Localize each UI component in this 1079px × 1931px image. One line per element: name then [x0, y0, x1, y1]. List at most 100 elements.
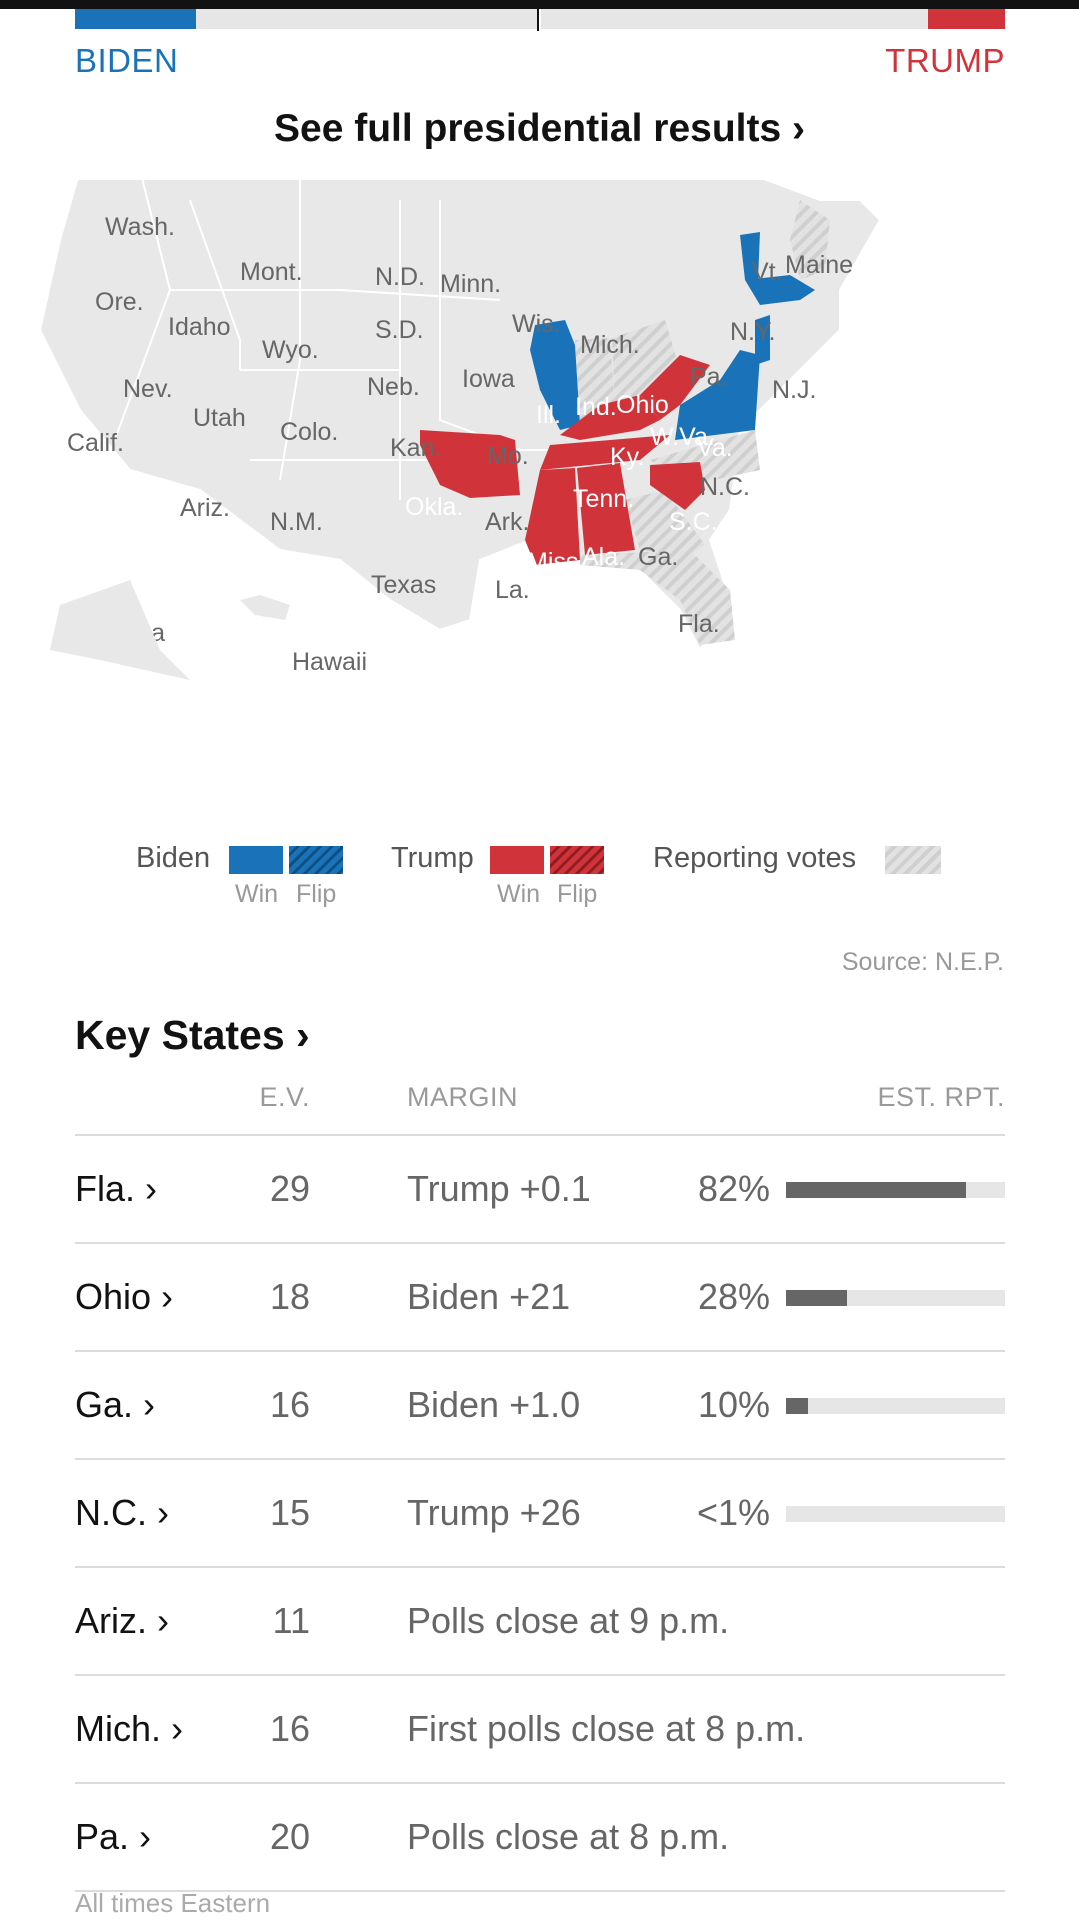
- reporting-bar: [786, 1290, 1005, 1306]
- legend-reporting-label: Reporting votes: [653, 842, 857, 874]
- ev-value: 29: [269, 1168, 310, 1209]
- table-row[interactable]: N.C. › 15 Trump +26 <1%: [0, 1460, 1079, 1568]
- state-link[interactable]: Ariz. ›: [75, 1600, 169, 1641]
- table-row[interactable]: Fla. › 29 Trump +0.1 82%: [0, 1136, 1079, 1244]
- map-label-okla: Okla.: [405, 493, 463, 521]
- table-row[interactable]: Ohio › 18 Biden +21 28%: [0, 1244, 1079, 1352]
- map-label-utah: Utah: [193, 404, 246, 432]
- ev-value: 16: [269, 1708, 310, 1749]
- map-label-pa: Pa.: [690, 363, 728, 391]
- state-sc[interactable]: [650, 462, 705, 510]
- legend-biden-label: Biden: [136, 842, 211, 874]
- margin-text: Trump +0.1: [407, 1168, 591, 1209]
- state-ny[interactable]: [745, 275, 815, 305]
- reporting-pct: <1%: [696, 1492, 770, 1533]
- legend-reporting-swatch: [885, 846, 941, 874]
- state-okla[interactable]: [420, 430, 520, 498]
- state-ind[interactable]: [575, 338, 615, 425]
- times-footnote: All times Eastern: [75, 1888, 271, 1918]
- state-ohio[interactable]: [612, 320, 680, 410]
- state-link[interactable]: Mich. ›: [75, 1708, 183, 1749]
- reporting-bar: [786, 1398, 1005, 1414]
- full-results-link[interactable]: See full presidential results ›: [274, 107, 805, 150]
- reporting-bar: [786, 1506, 1005, 1522]
- reporting-pct: 28%: [697, 1276, 770, 1317]
- state-fla[interactable]: [580, 550, 735, 645]
- state-va[interactable]: [675, 350, 760, 440]
- state-tenn[interactable]: [540, 435, 670, 470]
- state-vt[interactable]: [740, 232, 760, 280]
- state-ill[interactable]: [530, 320, 580, 430]
- map-label-miss: Miss.: [527, 548, 585, 576]
- map-label-ark: Ark.: [485, 508, 529, 536]
- midline-gap: [538, 9, 541, 29]
- map-label-wyo: Wyo.: [262, 336, 319, 364]
- table-rule: [75, 1566, 1005, 1568]
- state-ky[interactable]: [560, 395, 660, 440]
- state-hawaii[interactable]: [240, 595, 290, 620]
- source-note: Source: N.E.P.: [841, 948, 1004, 976]
- state-link[interactable]: Ga. ›: [75, 1384, 156, 1425]
- reporting-bar-fill: [786, 1290, 848, 1306]
- map-label-sc: S.C.: [669, 508, 718, 536]
- table-rule: [75, 1674, 1005, 1676]
- table-rule: [75, 1350, 1005, 1352]
- state-maine[interactable]: [790, 200, 830, 280]
- key-states-title[interactable]: Key States ›: [75, 1012, 310, 1058]
- reporting-bar-fill: [786, 1398, 808, 1414]
- col-header-ev: E.V.: [259, 1082, 310, 1112]
- biden-label: BIDEN: [75, 42, 179, 79]
- table-rule: [75, 1890, 1005, 1892]
- table-row[interactable]: Pa. › 20 Polls close at 8 p.m.: [0, 1784, 1079, 1892]
- legend-biden-flip-swatch: [289, 846, 343, 874]
- us-results-map[interactable]: Wash. Mont. N.D. Minn. Vt. Maine Ore. Id…: [40, 180, 1040, 810]
- legend-trump-win-text: Win: [497, 880, 541, 908]
- table-rule: [75, 1242, 1005, 1244]
- map-label-mich: Mich.: [580, 331, 640, 359]
- map-label-wash: Wash.: [105, 213, 175, 241]
- ev-value: 11: [272, 1600, 310, 1641]
- map-label-sd: S.D.: [375, 316, 424, 344]
- table-rule: [75, 1134, 1005, 1136]
- map-label-fla: Fla.: [678, 610, 720, 638]
- legend-biden-win-text: Win: [235, 880, 279, 908]
- state-alaska[interactable]: [50, 580, 190, 680]
- map-label-idaho: Idaho: [168, 313, 231, 341]
- margin-text: Trump +26: [407, 1492, 581, 1533]
- map-label-nev: Nev.: [123, 375, 173, 403]
- map-label-wva: W.Va.: [650, 423, 715, 451]
- margin-text: Biden +1.0: [407, 1384, 581, 1425]
- margin-text: Biden +21: [407, 1276, 571, 1317]
- map-label-ind: Ind.: [575, 393, 617, 421]
- state-link[interactable]: Ohio ›: [75, 1276, 174, 1317]
- map-label-nj: N.J.: [772, 376, 816, 404]
- 270-midline: [537, 7, 539, 31]
- table-rule: [75, 1458, 1005, 1460]
- col-header-rpt: EST. RPT.: [877, 1082, 1005, 1112]
- state-miss[interactable]: [525, 468, 580, 565]
- state-link[interactable]: Pa. ›: [75, 1816, 152, 1857]
- state-ala[interactable]: [577, 463, 635, 555]
- reporting-bar-fill: [786, 1182, 966, 1198]
- reporting-pct: 82%: [697, 1168, 770, 1209]
- trump-ev-fill: [927, 9, 1005, 29]
- state-nj[interactable]: [755, 315, 770, 365]
- state-link[interactable]: N.C. ›: [75, 1492, 169, 1533]
- map-label-tenn: Tenn.: [573, 485, 634, 513]
- legend-biden-win-swatch: [229, 846, 283, 874]
- table-row[interactable]: Mich. › 16 First polls close at 8 p.m.: [0, 1676, 1079, 1784]
- map-label-calif: Calif.: [67, 429, 124, 457]
- state-link[interactable]: Fla. ›: [75, 1168, 158, 1209]
- margin-text: Polls close at 8 p.m.: [407, 1816, 730, 1857]
- map-label-la: La.: [495, 576, 530, 604]
- state-ga[interactable]: [625, 490, 705, 555]
- table-row[interactable]: Ariz. › 11 Polls close at 9 p.m.: [0, 1568, 1079, 1676]
- ev-value: 18: [269, 1276, 310, 1317]
- map-label-vt: Vt.: [752, 258, 783, 286]
- top-border: [0, 0, 1079, 9]
- map-label-minn: Minn.: [440, 270, 501, 298]
- table-row[interactable]: Ga. › 16 Biden +1.0 10%: [0, 1352, 1079, 1460]
- legend-trump-win-swatch: [490, 846, 544, 874]
- state-wva[interactable]: [640, 355, 710, 420]
- legend-trump-flip-text: Flip: [557, 880, 598, 908]
